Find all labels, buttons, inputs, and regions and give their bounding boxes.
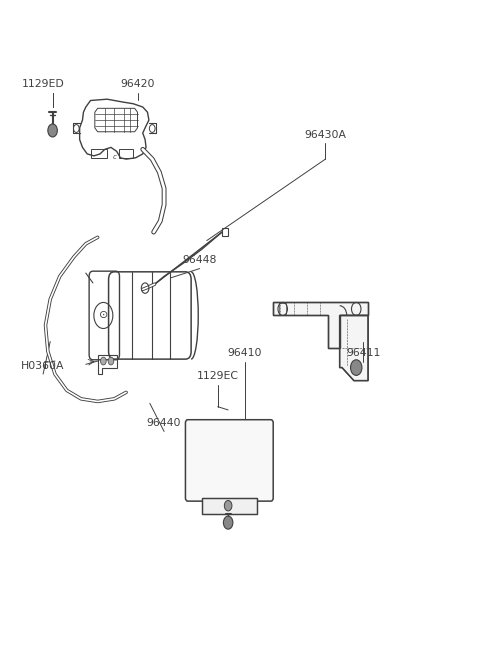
Text: 96410: 96410 (228, 348, 262, 358)
Text: 1129EC: 1129EC (197, 371, 239, 380)
Circle shape (108, 357, 114, 365)
FancyBboxPatch shape (185, 420, 273, 501)
Text: 96411: 96411 (346, 348, 381, 358)
Text: 96440: 96440 (147, 417, 181, 428)
Bar (222, 228, 228, 236)
Text: 96420: 96420 (121, 79, 155, 89)
Text: 1129ED: 1129ED (22, 79, 64, 89)
Circle shape (223, 516, 233, 529)
Polygon shape (340, 315, 368, 380)
Circle shape (350, 360, 362, 375)
Text: 96448: 96448 (182, 255, 217, 265)
Polygon shape (202, 498, 257, 514)
Text: c: c (112, 154, 116, 160)
Text: H0360A: H0360A (21, 361, 65, 371)
Circle shape (48, 124, 57, 137)
Text: ⊙: ⊙ (99, 311, 108, 321)
Bar (279, 303, 287, 315)
Polygon shape (273, 302, 368, 348)
Circle shape (100, 357, 106, 365)
Circle shape (224, 501, 232, 511)
Text: 96430A: 96430A (304, 129, 347, 139)
